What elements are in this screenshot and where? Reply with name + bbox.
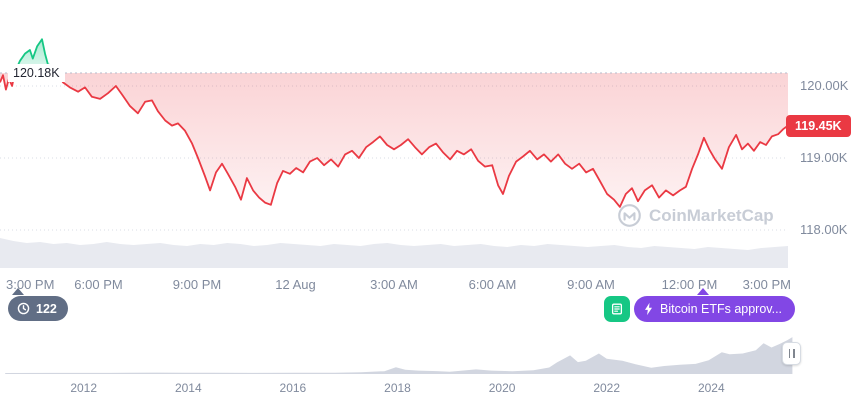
events-count-badge[interactable]: 122	[8, 296, 68, 321]
year-label: 2024	[697, 381, 725, 395]
time-axis-label: 6:00 PM	[74, 277, 123, 292]
timeline-scrubber[interactable]	[0, 331, 860, 375]
time-axis-label: 6:00 AM	[468, 277, 517, 292]
events-count: 122	[36, 301, 57, 316]
pause-icon-bar	[793, 349, 795, 358]
scrubber-unselected-region	[796, 331, 860, 375]
coinmarketcap-watermark: CoinMarketCap	[617, 203, 774, 228]
lightning-icon	[645, 302, 652, 316]
scrubber-chart-svg[interactable]	[0, 331, 795, 375]
reference-price-label: 120.18K	[8, 64, 65, 82]
time-axis-label: 9:00 AM	[567, 277, 615, 292]
y-axis-label: 118.00K	[800, 222, 848, 237]
history-icon	[17, 302, 30, 315]
price-chart-svg[interactable]	[0, 0, 788, 270]
year-label: 2022	[593, 381, 621, 395]
events-pointer-triangle	[12, 288, 24, 295]
etf-event-badge[interactable]: Bitcoin ETFs approv...	[634, 296, 796, 322]
time-axis-label: 12 Aug	[275, 277, 316, 292]
news-icon	[611, 303, 623, 315]
year-label: 2012	[70, 381, 98, 395]
time-axis-label: 3:00 PM	[742, 277, 791, 292]
coinmarketcap-logo-icon	[618, 204, 641, 227]
etf-event-label: Bitcoin ETFs approv...	[660, 302, 783, 316]
year-axis: 2012 2014 2016 2018 2020 2022 2024	[0, 381, 860, 397]
current-price-badge: 119.45K	[786, 114, 851, 137]
pause-icon-bar	[788, 349, 790, 358]
time-axis-label: 9:00 PM	[172, 277, 222, 292]
etf-pointer-triangle	[697, 288, 709, 295]
y-axis-label: 119.00K	[800, 150, 848, 165]
y-axis-label: 120.00K	[800, 78, 849, 93]
year-label: 2020	[488, 381, 516, 395]
scrubber-handle[interactable]	[782, 342, 801, 365]
year-label: 2016	[279, 381, 307, 395]
time-axis: 3:00 PM 6:00 PM 9:00 PM 12 Aug 3:00 AM 6:00 A…	[0, 277, 791, 294]
news-event-badge[interactable]	[604, 296, 630, 322]
time-axis-label: 3:00 AM	[370, 277, 418, 292]
watermark-text: CoinMarketCap	[649, 205, 774, 225]
year-label: 2014	[174, 381, 202, 395]
year-label: 2018	[384, 381, 411, 395]
